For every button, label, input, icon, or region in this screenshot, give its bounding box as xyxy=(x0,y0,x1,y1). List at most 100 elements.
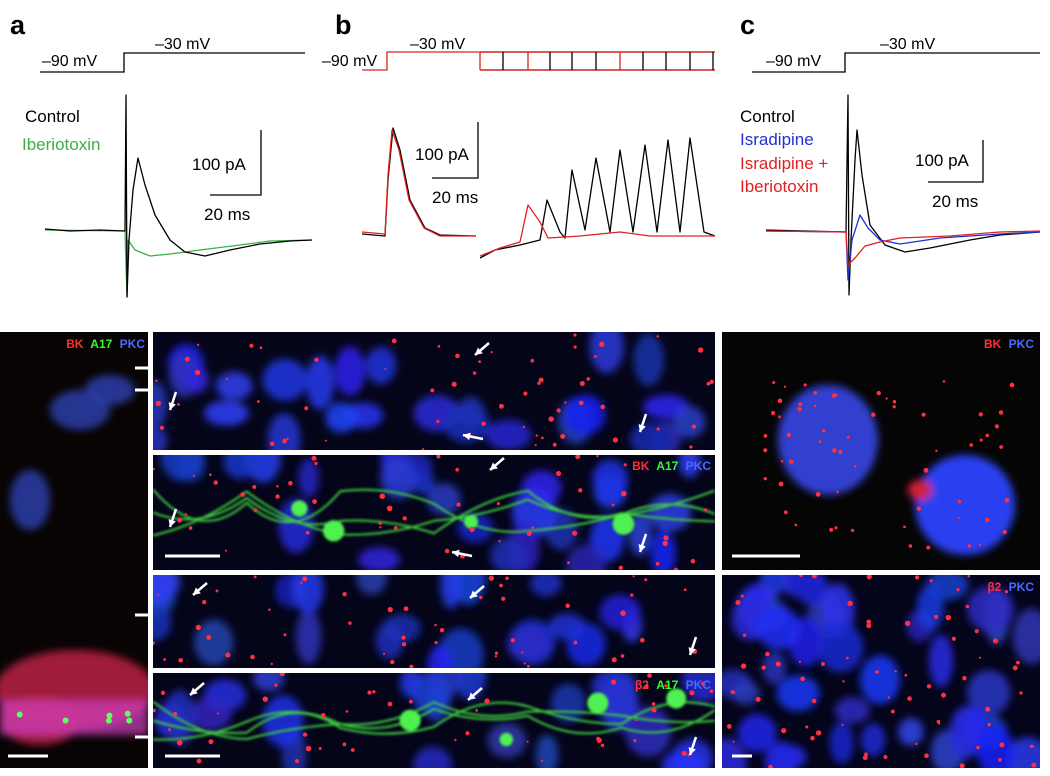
cell xyxy=(977,725,1014,768)
puncta xyxy=(522,425,525,429)
puncta xyxy=(437,345,441,348)
puncta xyxy=(611,657,617,663)
trace xyxy=(765,214,1041,281)
puncta xyxy=(915,742,918,746)
puncta xyxy=(1004,589,1009,594)
image-label: BK A17 PKC xyxy=(66,337,145,351)
voltage-label: –90 mV xyxy=(322,53,377,70)
puncta xyxy=(302,732,308,737)
puncta xyxy=(704,508,708,512)
puncta xyxy=(498,540,501,543)
puncta xyxy=(994,424,1000,429)
puncta xyxy=(974,629,979,634)
puncta xyxy=(813,404,817,408)
stain: PKC xyxy=(686,459,712,473)
puncta xyxy=(742,633,747,637)
puncta xyxy=(209,473,212,477)
puncta xyxy=(921,412,926,417)
puncta xyxy=(1019,691,1023,695)
cell xyxy=(215,371,253,401)
image-label: BK PKC xyxy=(984,337,1034,351)
puncta xyxy=(434,623,437,627)
micrograph-layer xyxy=(763,380,1015,555)
puncta xyxy=(494,655,498,658)
puncta xyxy=(436,419,440,423)
legend-entry: Control xyxy=(740,107,795,126)
puncta xyxy=(847,600,853,607)
processes xyxy=(153,688,715,747)
scale-bars xyxy=(8,366,800,758)
cell xyxy=(292,575,324,614)
puncta xyxy=(342,592,347,597)
cell xyxy=(566,543,607,570)
cell xyxy=(599,594,641,631)
cell xyxy=(673,406,706,439)
puncta xyxy=(924,753,929,759)
micrograph-annotations: BK A17 PKC BK A17 PKC β2 A17 PKC BK PKC … xyxy=(8,337,1034,758)
puncta xyxy=(836,490,839,494)
cell xyxy=(756,606,801,650)
cell xyxy=(325,402,358,433)
puncta xyxy=(305,745,312,752)
cell xyxy=(163,689,196,745)
arrow-head xyxy=(475,347,483,355)
puncta xyxy=(451,381,457,387)
puncta xyxy=(904,620,911,627)
puncta xyxy=(527,664,530,668)
puncta xyxy=(846,656,849,660)
stain: A17 xyxy=(90,337,112,351)
voltage-step xyxy=(502,52,714,70)
puncta xyxy=(196,343,200,346)
puncta xyxy=(923,467,929,473)
puncta xyxy=(153,708,156,713)
puncta xyxy=(318,746,322,750)
puncta xyxy=(978,412,983,417)
puncta xyxy=(633,738,637,742)
puncta xyxy=(662,540,668,547)
puncta xyxy=(177,402,180,406)
puncta xyxy=(885,397,888,400)
cell xyxy=(967,585,1015,633)
puncta xyxy=(526,740,529,743)
puncta xyxy=(829,527,834,532)
puncta xyxy=(393,526,398,530)
scale-time: 20 ms xyxy=(932,192,978,211)
puncta xyxy=(526,530,532,536)
voltage-label: –90 mV xyxy=(766,53,821,70)
scale-bar xyxy=(432,122,479,179)
puncta xyxy=(811,698,817,704)
puncta xyxy=(805,725,809,729)
puncta xyxy=(560,433,566,439)
puncta xyxy=(472,371,477,375)
puncta xyxy=(534,444,537,447)
puncta xyxy=(600,404,605,410)
puncta xyxy=(683,588,687,592)
puncta xyxy=(575,455,581,460)
puncta xyxy=(401,635,406,640)
voltage-label: –90 mV xyxy=(42,53,97,70)
cell xyxy=(411,673,453,716)
puncta xyxy=(192,474,195,477)
puncta xyxy=(976,745,980,750)
puncta xyxy=(689,445,693,449)
puncta xyxy=(213,480,218,485)
puncta xyxy=(348,621,352,625)
puncta xyxy=(444,548,450,554)
puncta xyxy=(345,710,349,713)
puncta xyxy=(401,642,407,647)
trace xyxy=(765,230,1041,266)
soma xyxy=(399,709,421,731)
puncta xyxy=(985,706,991,712)
puncta xyxy=(937,722,941,725)
micrograph-content xyxy=(0,332,1040,768)
puncta xyxy=(249,343,254,348)
soma xyxy=(126,717,133,724)
cell xyxy=(776,675,820,712)
stain: A17 xyxy=(656,459,678,473)
puncta xyxy=(965,604,970,609)
puncta xyxy=(797,407,802,412)
voltage-step xyxy=(362,51,715,71)
cell xyxy=(153,604,172,642)
puncta xyxy=(929,579,933,583)
puncta xyxy=(531,526,535,529)
